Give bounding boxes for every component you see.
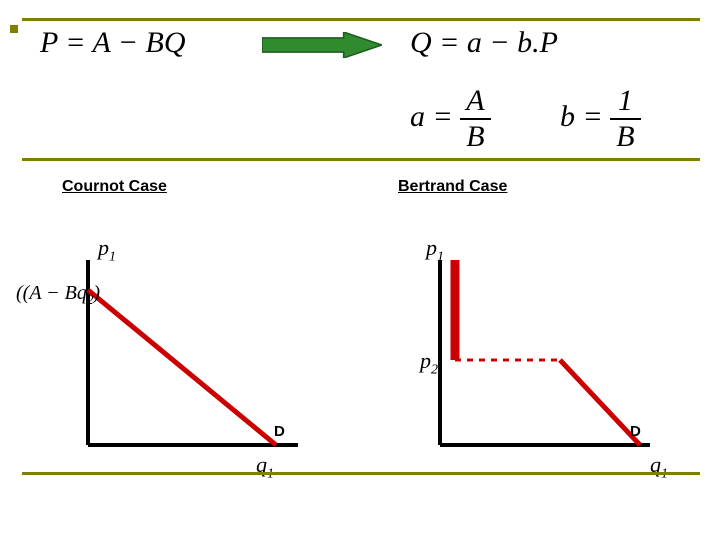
heading-bertrand: Bertrand Case (398, 178, 507, 196)
right-D-text: D (630, 423, 641, 440)
mid-rule (22, 158, 700, 161)
a-den: B (460, 118, 490, 154)
a-eq-label: a = (410, 100, 453, 133)
left-D-text: D (274, 423, 285, 440)
equation-b-def: b = 1 B (560, 84, 641, 154)
right-x-label: q1 (650, 452, 668, 482)
left-y-intercept-label: ((A − Bq2) (16, 282, 100, 308)
left-intercept-core: (A − Bq (23, 282, 87, 304)
a-fraction: A B (460, 84, 490, 154)
right-y-label: p1 (426, 235, 444, 265)
top-rule (22, 18, 700, 21)
b-eq-label: b = (560, 100, 603, 133)
b-den: B (610, 118, 640, 154)
heading-bertrand-text: Bertrand Case (398, 178, 507, 195)
a-num: A (460, 84, 490, 118)
left-intercept-close: ) (93, 282, 100, 304)
right-p2-sub: 2 (431, 362, 438, 377)
eq-rhs-text: Q = a − b.P (410, 26, 558, 59)
bottom-rule (22, 472, 700, 475)
equation-lhs: P = A − BQ (40, 26, 186, 60)
left-D-label: D (274, 423, 285, 440)
equation-rhs: Q = a − b.P (410, 26, 558, 60)
heading-cournot: Cournot Case (62, 178, 167, 196)
b-num: 1 (610, 84, 640, 118)
left-y-sub: 1 (109, 249, 116, 264)
equation-a-def: a = A B (410, 84, 491, 154)
bertrand-chart (0, 0, 720, 540)
eq-lhs-text: P = A − BQ (40, 26, 186, 59)
cournot-chart (0, 0, 720, 540)
right-D-label: D (630, 423, 641, 440)
left-x-label: q1 (256, 452, 274, 482)
right-y-var: p (426, 235, 437, 260)
right-p2-var: p (420, 348, 431, 373)
implies-arrow-icon (262, 32, 382, 58)
left-y-label: p1 (98, 235, 116, 265)
heading-cournot-text: Cournot Case (62, 178, 167, 195)
corner-bullet (10, 25, 18, 33)
right-p2-label: p2 (420, 348, 438, 378)
left-y-var: p (98, 235, 109, 260)
b-fraction: 1 B (610, 84, 640, 154)
right-y-sub: 1 (437, 249, 444, 264)
